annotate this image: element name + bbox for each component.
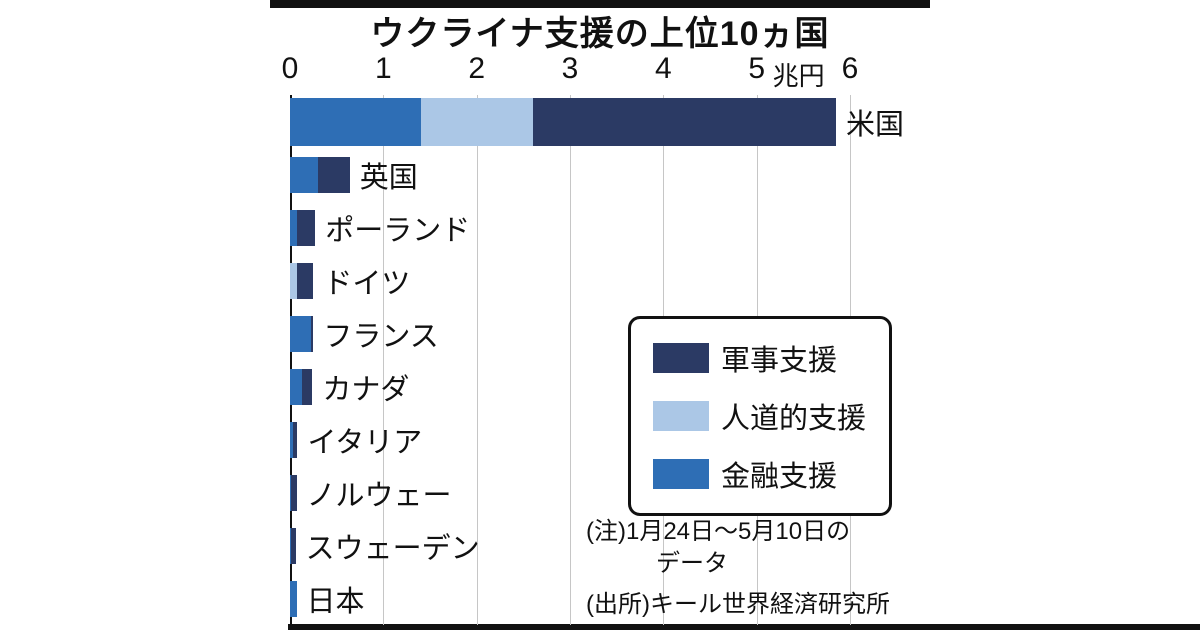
bar-segment-金融支援 — [290, 315, 311, 352]
legend-item-humanitarian: 人道的支援 — [653, 395, 867, 437]
x-axis-unit-label: 兆円 — [772, 61, 825, 91]
bar-row: スウェーデン — [290, 527, 1200, 565]
bar-segment-金融支援 — [290, 156, 318, 193]
country-label: フランス — [323, 320, 439, 353]
x-tick-label: 2 — [468, 52, 485, 85]
financial-color-swatch — [653, 459, 709, 489]
note-line-1: (注)1月24日〜5月10日の — [586, 518, 851, 545]
top-crop-bar — [270, 0, 930, 8]
bar-row: フランス — [290, 315, 1200, 353]
bar-segment-軍事支援 — [310, 315, 314, 352]
bar-segment-軍事支援 — [290, 474, 297, 511]
country-label: 日本 — [306, 585, 365, 618]
bar-segment-軍事支援 — [292, 421, 298, 458]
country-label: カナダ — [322, 373, 410, 406]
plot-area: 米国英国ポーランドドイツフランスカナダイタリアノルウェースウェーデン 日本 — [290, 95, 904, 625]
bottom-axis-bar — [288, 624, 1200, 630]
bar-segment-金融支援 — [290, 97, 421, 146]
note-line-2: データ — [656, 550, 728, 578]
x-axis-ticks: 0 1 2 3 4 5 6 兆円 — [282, 52, 859, 91]
chart-title: ウクライナ支援の上位10ヵ国 — [370, 15, 830, 53]
bar-segment-軍事支援 — [532, 97, 836, 146]
country-label: ポーランド — [325, 214, 471, 247]
bar-segment-人道的支援 — [290, 262, 297, 299]
country-label: イタリア — [307, 426, 423, 459]
note-block: (注)1月24日〜5月10日の データ — [586, 516, 850, 581]
bar-segment-軍事支援 — [296, 209, 316, 246]
legend-item-financial: 金融支援 — [653, 453, 867, 495]
bar-segment-軍事支援 — [302, 368, 313, 405]
x-tick-label: 0 — [281, 52, 299, 85]
country-label: 米国 — [846, 108, 905, 141]
bar-row: 英国 — [290, 156, 1200, 194]
bar-row: ノルウェー — [290, 474, 1200, 512]
gridline — [476, 95, 478, 625]
military-color-swatch — [653, 343, 709, 373]
legend-label: 金融支援 — [721, 461, 838, 493]
bar-segment-金融支援 — [290, 421, 293, 458]
humanitarian-color-swatch — [653, 401, 709, 431]
bar-segment-軍事支援 — [296, 262, 314, 299]
bar-segment-金融支援 — [290, 368, 303, 405]
bar-segment-人道的支援 — [420, 97, 533, 146]
gridline — [383, 95, 385, 625]
bar-row: 日本 — [290, 580, 1200, 618]
legend: 軍事支援 人道的支援 金融支援 — [628, 316, 892, 516]
x-tick-label: 5 — [748, 52, 765, 85]
bar-row: イタリア — [290, 421, 1200, 459]
legend-label: 人道的支援 — [721, 403, 867, 435]
x-tick-label: 6 — [841, 52, 859, 85]
legend-item-military: 軍事支援 — [653, 337, 867, 379]
gridline — [570, 95, 571, 625]
bar-row: 米国 — [290, 97, 1200, 146]
legend-label: 軍事支援 — [721, 345, 838, 377]
y-axis-line — [290, 95, 292, 625]
bar-segment-金融支援 — [290, 209, 297, 246]
bar-segment-軍事支援 — [318, 156, 350, 193]
country-label: スウェーデン — [305, 532, 480, 565]
bar-segment-金融支援 — [290, 580, 297, 617]
bar-row: ポーランド — [290, 209, 1200, 247]
country-label: 英国 — [359, 161, 418, 194]
bar-row: ドイツ — [290, 262, 1200, 300]
bar-row: カナダ — [290, 368, 1200, 406]
x-tick-label: 3 — [561, 52, 579, 85]
x-tick-label: 4 — [654, 52, 672, 85]
source-line: (出所)キール世界経済研究所 — [586, 591, 890, 618]
country-label: ノルウェー — [306, 479, 452, 512]
x-tick-label: 1 — [374, 52, 392, 85]
country-label: ドイツ — [323, 267, 411, 300]
bar-segment-軍事支援 — [290, 527, 296, 564]
